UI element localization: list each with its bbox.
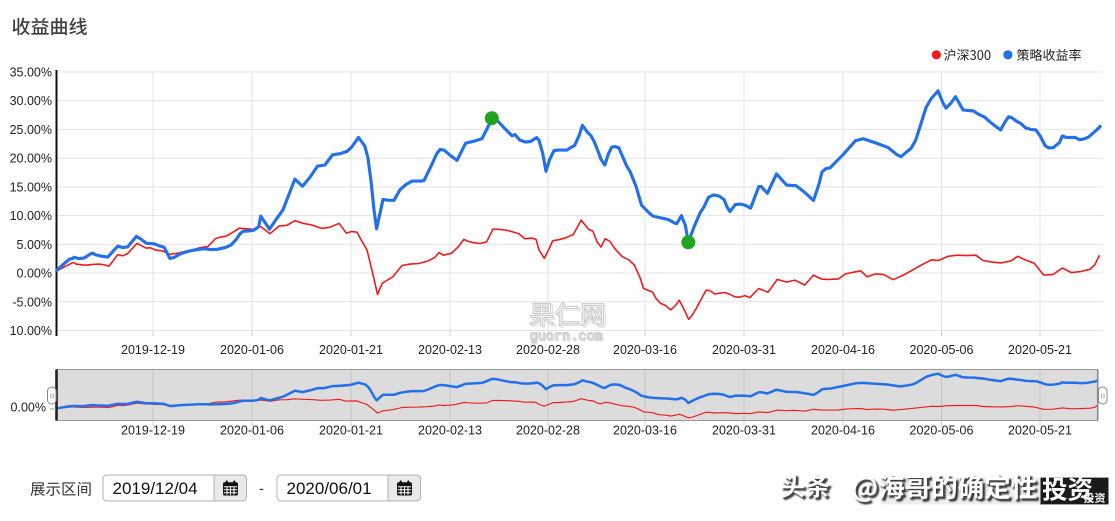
svg-text:2019-12-19: 2019-12-19: [121, 343, 185, 357]
svg-text:2020-05-21: 2020-05-21: [1008, 424, 1072, 438]
svg-text:2020-01-06: 2020-01-06: [220, 424, 284, 438]
svg-text:2019-12-19: 2019-12-19: [121, 424, 185, 438]
svg-text:2020-01-21: 2020-01-21: [319, 343, 383, 357]
svg-text:2020-02-28: 2020-02-28: [516, 424, 580, 438]
svg-text:2019/12/04: 2019/12/04: [113, 479, 198, 498]
svg-text:2020-04-16: 2020-04-16: [811, 343, 875, 357]
svg-text:2020-05-06: 2020-05-06: [910, 343, 974, 357]
svg-text:20.00%: 20.00%: [10, 152, 52, 166]
svg-text:guorn.com: guorn.com: [530, 330, 603, 345]
svg-text:25.00%: 25.00%: [10, 123, 52, 137]
svg-text:2020-02-13: 2020-02-13: [418, 424, 482, 438]
svg-text:2020-01-21: 2020-01-21: [319, 424, 383, 438]
svg-text:2020-04-16: 2020-04-16: [811, 424, 875, 438]
svg-text:2020-03-16: 2020-03-16: [613, 424, 677, 438]
svg-text:0.00%: 0.00%: [11, 401, 46, 415]
svg-text:-5.00%: -5.00%: [12, 295, 52, 309]
svg-text:10.00%: 10.00%: [10, 209, 52, 223]
svg-text:35.00%: 35.00%: [10, 66, 52, 80]
svg-text:guorn.com: guorn.com: [531, 331, 604, 346]
svg-text:15.00%: 15.00%: [10, 180, 52, 194]
svg-text:30.00%: 30.00%: [10, 94, 52, 108]
svg-text:5.00%: 5.00%: [17, 238, 52, 252]
svg-text:2020/06/01: 2020/06/01: [287, 479, 372, 498]
svg-text:2020-03-31: 2020-03-31: [712, 343, 776, 357]
svg-text:-: -: [259, 481, 264, 498]
svg-text:2020-02-13: 2020-02-13: [418, 343, 482, 357]
svg-text:2020-03-31: 2020-03-31: [712, 424, 776, 438]
svg-text:10.00%: 10.00%: [10, 324, 52, 338]
svg-text:2020-02-28: 2020-02-28: [516, 343, 580, 357]
svg-text:0.00%: 0.00%: [17, 267, 52, 281]
svg-text:2020-05-21: 2020-05-21: [1008, 343, 1072, 357]
svg-text:2020-03-16: 2020-03-16: [613, 343, 677, 357]
svg-text:2020-05-06: 2020-05-06: [910, 424, 974, 438]
svg-text:2020-01-06: 2020-01-06: [220, 343, 284, 357]
